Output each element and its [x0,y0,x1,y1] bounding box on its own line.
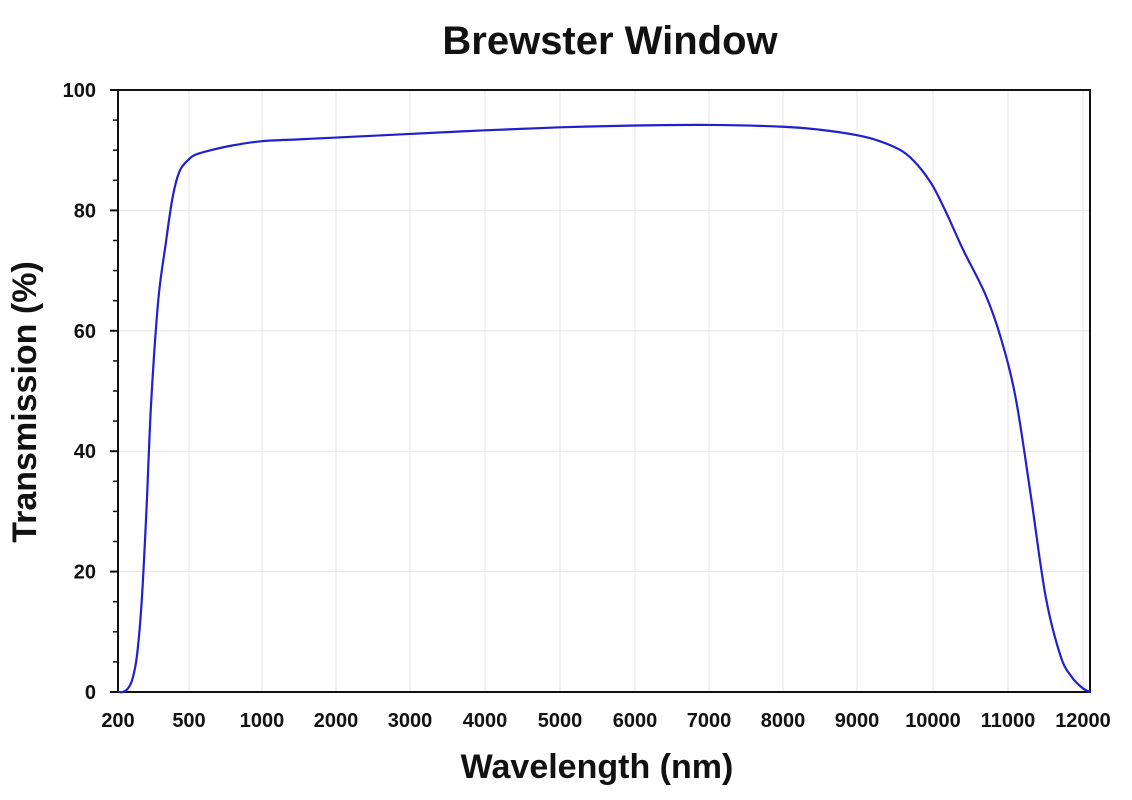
x-tick-labels: 200 500 1000 2000 3000 4000 5000 6000 7000 8000 90… [101,710,1111,732]
y-tick-label: 0 [85,682,96,704]
y-axis-label: Transmission (%) [6,261,44,543]
x-axis-label: Wavelength (nm) [461,748,734,786]
x-tick-label: 12000 [1055,710,1111,732]
x-tick-label: 1000 [240,710,285,732]
series-line [117,123,1091,694]
grid [118,90,1090,692]
x-tick-label: 11000 [981,710,1036,732]
x-tick-label: 2000 [314,710,359,732]
axis-ticks [110,89,118,693]
x-tick-label: 6000 [613,710,658,732]
x-tick-label: 10000 [905,710,961,732]
x-tick-label: 8000 [761,710,806,732]
x-tick-label: 9000 [835,710,880,732]
y-tick-label: 20 [74,562,96,584]
plot-frame [117,89,1091,693]
x-tick-label: 5000 [538,710,583,732]
x-tick-label: 4000 [463,710,508,732]
y-tick-label: 100 [63,80,96,102]
y-tick-label: 60 [74,321,96,343]
y-tick-label: 80 [74,200,96,222]
series-layer [117,123,1091,694]
x-tick-label: 7000 [687,710,732,732]
x-tick-label: 3000 [388,710,433,732]
chart-title: Brewster Window [442,19,778,63]
x-tick-label: 500 [172,710,205,732]
x-tick-label: 200 [101,710,134,732]
y-tick-label: 40 [74,441,96,463]
y-tick-labels: 0 20 40 60 80 100 [63,80,96,704]
